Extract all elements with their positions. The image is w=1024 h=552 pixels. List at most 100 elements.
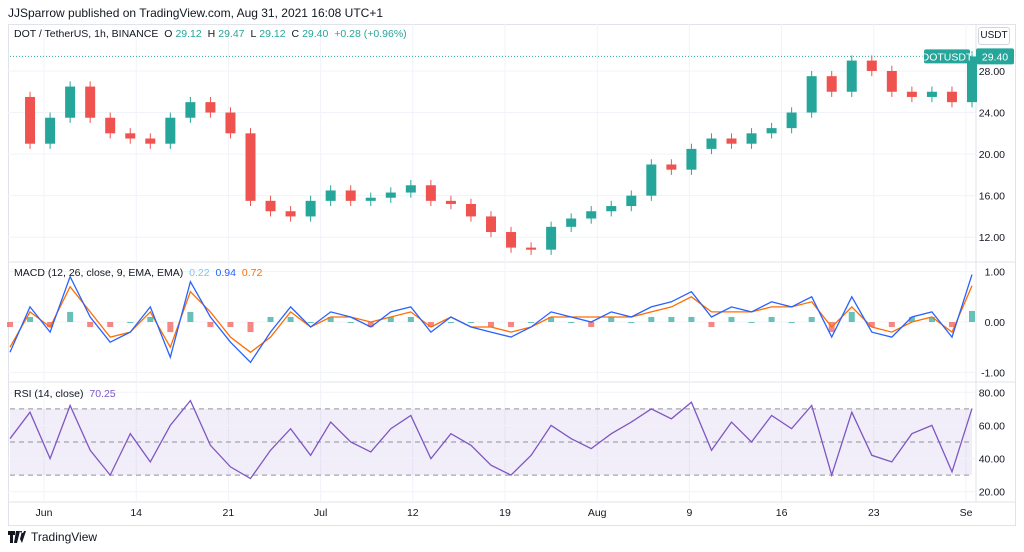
macd-histogram-bar (748, 322, 755, 323)
macd-histogram-bar (227, 322, 234, 328)
candle-body (626, 195, 637, 207)
candle-body (385, 192, 396, 198)
macd-histogram-bar (427, 322, 434, 328)
macd-histogram-bar (387, 316, 394, 322)
macd-line (9, 274, 973, 364)
x-tick-label: Se (960, 507, 973, 519)
last-price-tag-label: 29.40 (982, 51, 1008, 63)
candle-body (706, 138, 717, 149)
rsi-legend: RSI (14, close) 70.25 (14, 388, 119, 400)
symbol-tag-label: DOTUSDT (922, 51, 973, 63)
macd-histogram-bar (508, 322, 515, 328)
macd-histogram-bar (708, 322, 715, 328)
macd-histogram-bar (407, 316, 414, 322)
last-price-tag-bg (976, 48, 1014, 65)
macd-histogram-bar (367, 322, 374, 328)
macd-histogram-bar (7, 322, 13, 328)
price-y-tick-label: 28.00 (979, 66, 1005, 78)
candle-body (526, 247, 537, 250)
macd-histogram-bar (548, 316, 555, 322)
candle-body (906, 91, 917, 97)
currency-button[interactable]: USDT (978, 27, 1010, 45)
macd-histogram-bar (868, 322, 875, 328)
candle-body (225, 112, 236, 134)
candle-body (826, 76, 837, 92)
change-value: +0.28 (+0.96%) (334, 28, 407, 40)
candle-body (205, 102, 216, 113)
candle-body (946, 91, 957, 103)
macd-histogram-bar (187, 311, 194, 322)
macd-histogram-bar (287, 316, 294, 322)
candle-body (445, 200, 456, 204)
candle-body (405, 185, 416, 193)
macd-histogram-bar (728, 316, 735, 322)
candle-body (786, 112, 797, 129)
candle-body (285, 211, 296, 217)
x-tick-label: 9 (686, 507, 692, 519)
rsi-value: 70.25 (89, 388, 116, 400)
price-y-tick-label: 16.00 (979, 191, 1005, 203)
macd-title: MACD (12, 26, close, 9, EMA, EMA) (14, 267, 184, 279)
macd-histogram-bar (447, 322, 454, 323)
rsi-line (9, 399, 973, 480)
rsi-y-tick-label: 40.00 (979, 454, 1005, 466)
macd-histogram-bar (47, 322, 54, 328)
candle-body (165, 117, 176, 144)
close-label: C (291, 28, 300, 40)
chart-frame (8, 24, 1016, 526)
x-tick-label: 21 (223, 507, 235, 519)
candle-body (746, 133, 757, 144)
candle-body (245, 133, 256, 201)
macd-histogram-bar (107, 322, 114, 328)
macd-histogram-bar (327, 316, 334, 322)
tradingview-logo-icon (8, 531, 26, 543)
x-tick-label: Aug (588, 507, 607, 519)
macd-histogram-bar (628, 322, 635, 323)
candle-body (846, 60, 857, 92)
candle-body (325, 190, 336, 201)
macd-histogram-bar (948, 322, 955, 328)
x-tick-label: Jul (314, 507, 327, 519)
candle-body (185, 102, 196, 118)
candle-body (345, 190, 356, 201)
candle-body (806, 76, 817, 113)
macd-histogram-bar (247, 322, 254, 333)
macd-histogram-bar (467, 322, 474, 323)
high-label: H (207, 28, 216, 40)
candle-body (105, 117, 116, 134)
candle-body (606, 206, 617, 212)
macd-histogram-bar (588, 322, 595, 328)
candle-body (85, 86, 96, 118)
candle-body (686, 148, 697, 170)
macd-histogram-bar (808, 316, 815, 322)
high-value: 29.47 (218, 28, 245, 40)
macd-histogram-bar (568, 322, 575, 323)
candle-body (425, 185, 436, 201)
macd-signal-line (9, 285, 973, 354)
candle-body (646, 164, 657, 196)
candle-body (365, 197, 376, 201)
open-label: O (164, 28, 173, 40)
candle-body (125, 133, 136, 139)
macd-histogram-bar (147, 316, 154, 322)
macd-histogram-bar (67, 311, 74, 322)
macd-histogram-bar (167, 322, 174, 333)
rsi-title: RSI (14, close) (14, 388, 84, 400)
x-tick-label: 14 (130, 507, 142, 519)
macd-histogram-bar (888, 322, 895, 328)
footer[interactable]: TradingView (8, 530, 97, 544)
macd-legend: MACD (12, 26, close, 9, EMA, EMA) 0.22 0… (14, 267, 265, 279)
macd-histogram-bar (347, 322, 354, 323)
open-value: 29.12 (175, 28, 202, 40)
x-tick-label: Jun (36, 507, 53, 519)
candle-body (866, 60, 877, 71)
macd-histogram-bar (267, 316, 274, 322)
publisher-line: JJSparrow published on TradingView.com, … (8, 6, 384, 20)
price-legend: DOT / TetherUS, 1h, BINANCE O 29.12 H 29.4… (14, 28, 410, 40)
macd-histogram-bar (969, 310, 975, 322)
candle-body (25, 96, 36, 144)
candle-body (145, 138, 156, 144)
macd-y-tick-label: 0.00 (985, 317, 1006, 329)
macd-histogram-bar (788, 322, 795, 323)
